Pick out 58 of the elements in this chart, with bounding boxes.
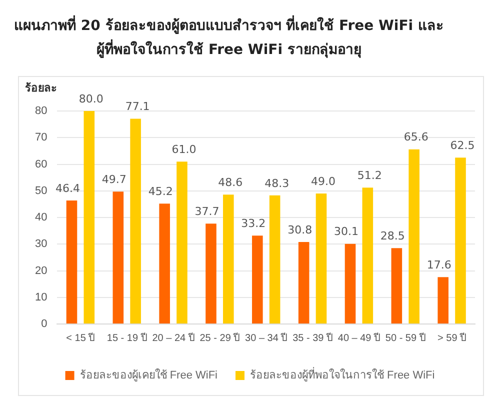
y-tick-label: 50 — [34, 184, 48, 197]
bar — [176, 162, 188, 324]
x-tick-label: 50 - 59 ปี — [385, 332, 426, 344]
data-label: 28.5 — [380, 229, 405, 242]
data-label: 48.3 — [264, 176, 290, 190]
legend-label: ร้อยละของผู้เคยใช้ Free WiFi — [80, 368, 218, 382]
bar — [298, 242, 310, 324]
chart-title: แผนภาพที่ 20 ร้อยละของผู้ตอบแบบสำรวจฯ ที่เคยใช้ Free WiFi และผู้ที่พอใจในการใช้ Free WiFi รายกลุ่มอายุ — [14, 14, 444, 60]
bar — [206, 224, 216, 324]
data-label: 30.8 — [288, 223, 312, 236]
data-label: 33.2 — [241, 216, 266, 230]
y-tick-label: 30 — [34, 238, 48, 250]
data-label: 62.5 — [450, 138, 475, 152]
data-label: 65.6 — [404, 130, 428, 144]
data-label: 37.7 — [194, 204, 220, 218]
bar — [112, 192, 124, 324]
x-tick-label: 25 - 29 ปี — [200, 332, 240, 344]
x-tick-label: 35 - 39 ปี — [292, 332, 332, 344]
bar — [408, 149, 420, 324]
bar — [269, 195, 280, 324]
bar — [391, 248, 402, 324]
data-label: 49.0 — [310, 174, 336, 188]
data-label: 61.0 — [172, 142, 196, 156]
data-label: 49.7 — [102, 173, 126, 186]
data-label: 48.6 — [218, 176, 243, 189]
x-tick-label: 20 – 24 ปี — [152, 332, 194, 344]
y-tick-label: 10 — [34, 291, 48, 304]
y-axis-title: ร้อยละ — [25, 81, 57, 94]
bar — [316, 194, 327, 324]
legend-label: ร้อยละของผู้ที่พอใจในการใช้ Free WiFi — [250, 366, 435, 382]
data-label: 45.2 — [148, 185, 173, 198]
x-tick-label: < 15 ปี — [66, 332, 95, 344]
y-tick-label: 20 — [34, 264, 48, 277]
bar — [344, 244, 356, 324]
y-tick-label: 60 — [34, 158, 48, 170]
y-tick-label: 0 — [41, 318, 48, 330]
bar — [362, 188, 374, 324]
bar — [159, 204, 170, 324]
data-label: 51.2 — [357, 169, 382, 182]
x-tick-label: 15 - 19 ปี — [106, 332, 147, 344]
bar — [84, 111, 95, 324]
y-tick-label: 80 — [34, 105, 48, 118]
bar — [455, 158, 466, 324]
x-tick-label: > 59 ปี — [438, 332, 466, 344]
bar — [66, 200, 78, 324]
y-tick-label: 40 — [34, 212, 48, 224]
bar — [252, 236, 263, 324]
data-label: 80.0 — [78, 92, 104, 106]
data-label: 46.4 — [55, 182, 80, 195]
x-tick-label: 30 – 34 ปี — [245, 332, 288, 344]
data-label: 30.1 — [334, 225, 358, 238]
bar — [223, 194, 234, 324]
bar — [438, 277, 448, 324]
data-label: 17.6 — [426, 258, 452, 272]
x-tick-label: 40 – 49 ปี — [338, 332, 380, 344]
data-label: 77.1 — [125, 100, 150, 114]
y-tick-label: 70 — [34, 132, 48, 144]
bar — [130, 118, 141, 324]
